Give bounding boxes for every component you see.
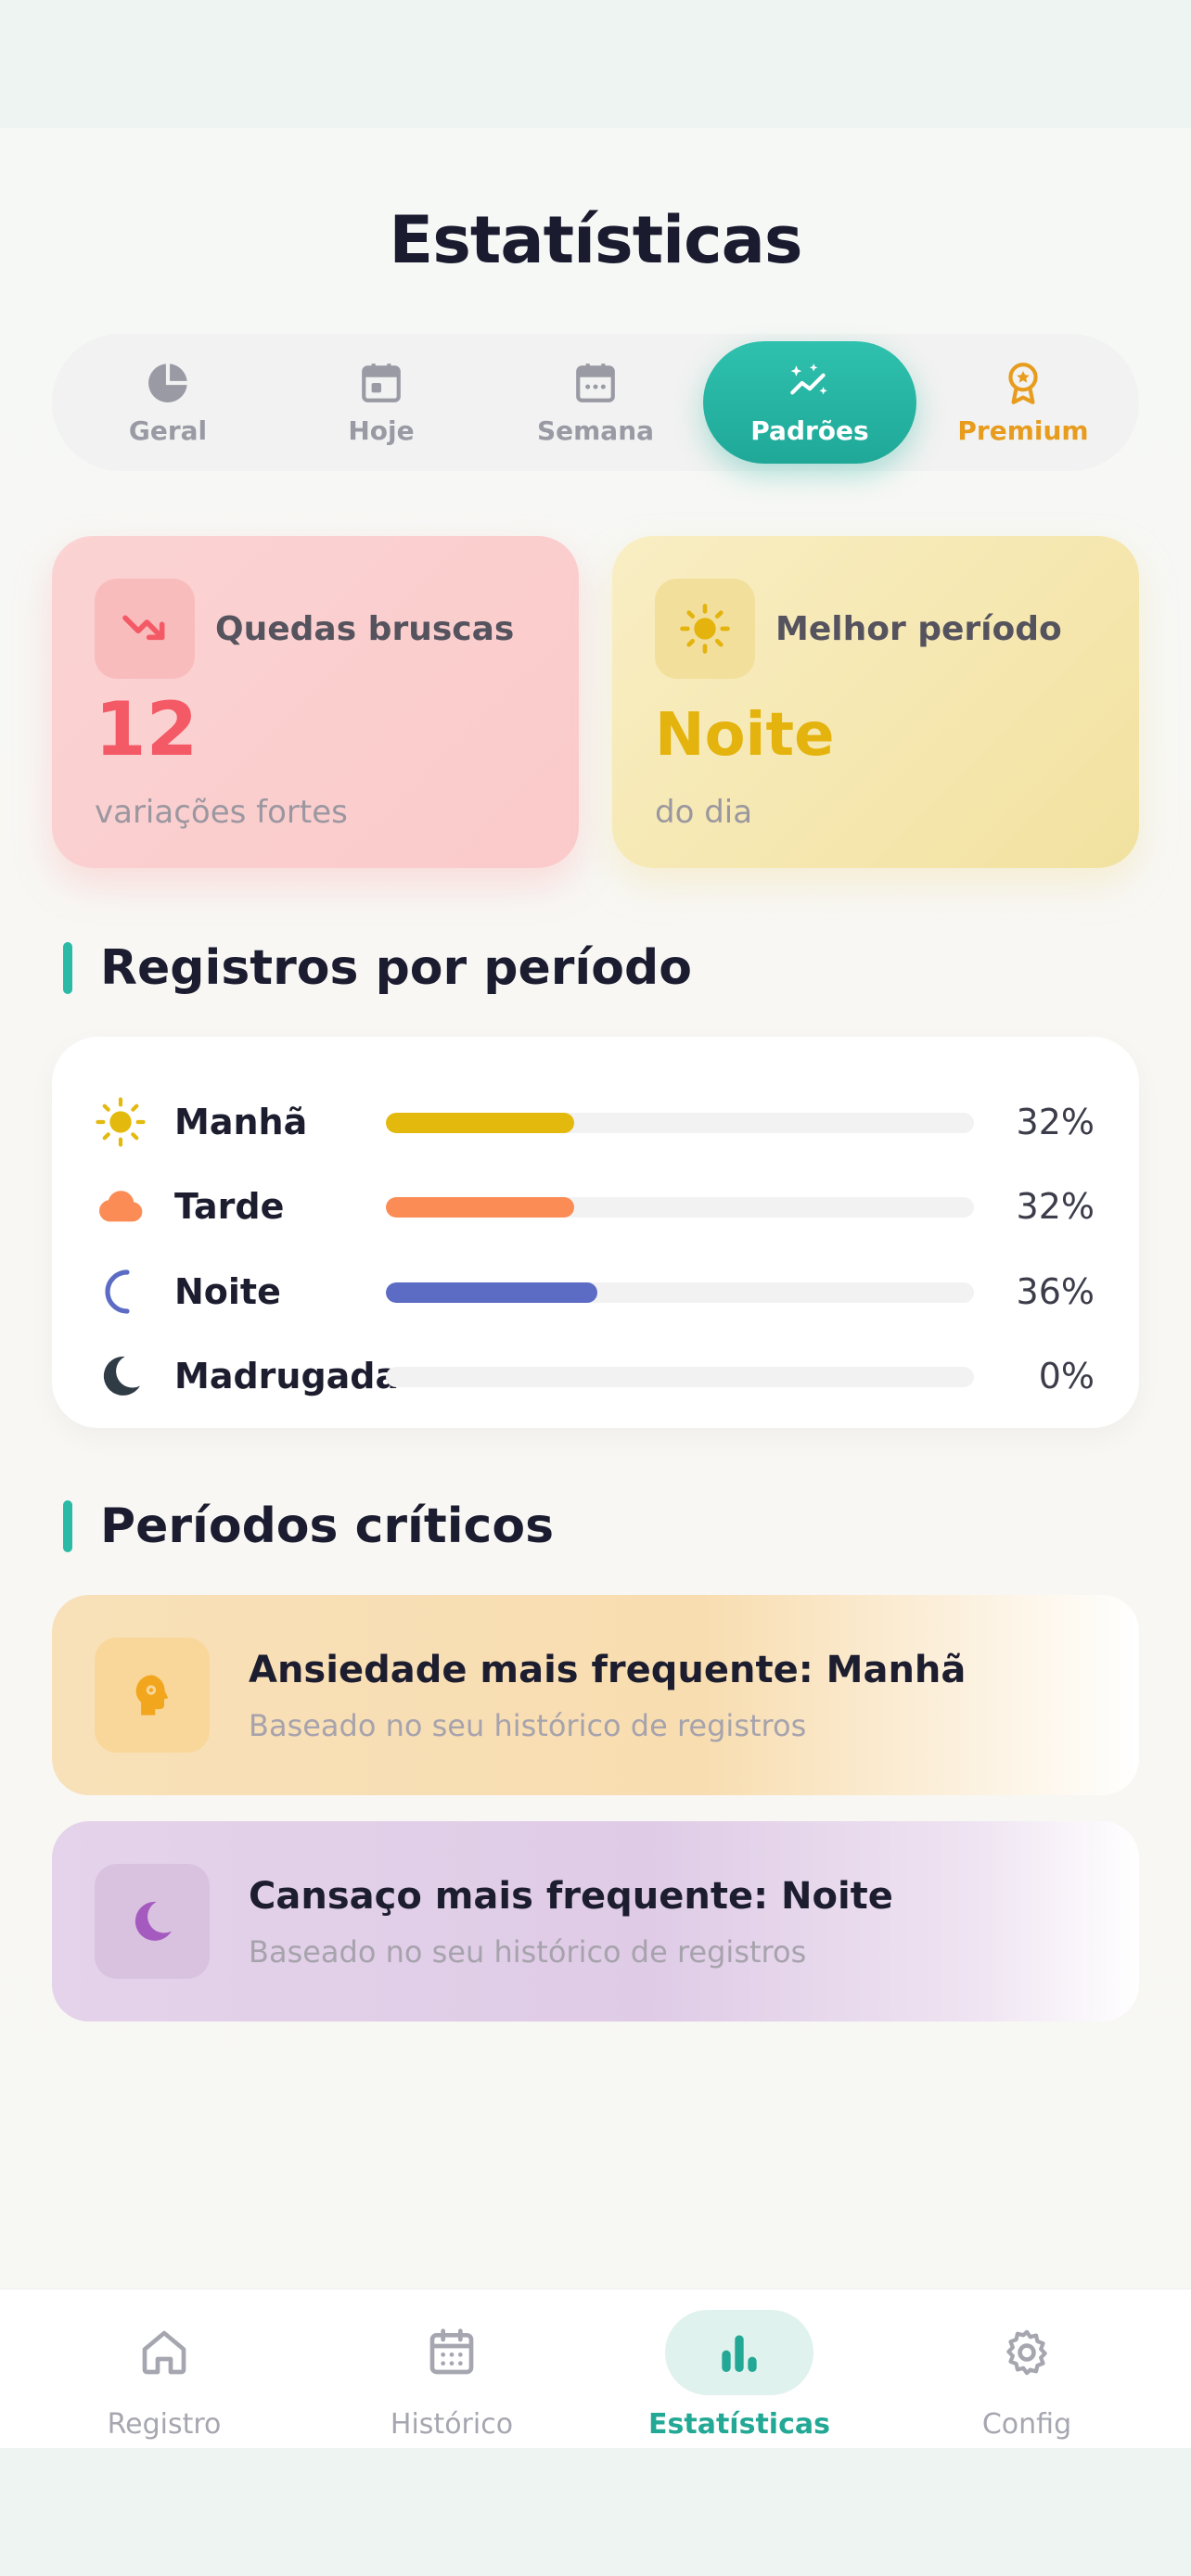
nav-historico[interactable]: Histórico: [303, 2289, 600, 2448]
nav-icon-wrap: [378, 2310, 526, 2395]
nav-icon-wrap: [90, 2310, 238, 2395]
calendar-day-icon: [362, 363, 401, 402]
period-percent: 0%: [1038, 1356, 1095, 1396]
moon-icon: [134, 1901, 172, 1941]
period-bar-track: [386, 1197, 974, 1218]
sun-icon: [96, 1097, 146, 1147]
tab-geral[interactable]: Geral: [61, 334, 275, 471]
nav-label: Histórico: [390, 2408, 514, 2441]
period-name: Noite: [174, 1271, 281, 1312]
moon-outline-icon: [105, 1269, 130, 1314]
nav-label: Estatísticas: [648, 2408, 830, 2441]
sun-icon: [680, 604, 730, 654]
period-row-tarde: Tarde 32%: [52, 1169, 1139, 1243]
nav-estatisticas[interactable]: Estatísticas: [591, 2289, 888, 2448]
tab-hoje[interactable]: Hoje: [275, 334, 488, 471]
critical-item-tiredness[interactable]: Cansaço mais frequente: Noite Baseado no…: [52, 1821, 1139, 2021]
period-percent: 32%: [1016, 1186, 1095, 1227]
section-title-critical: Períodos críticos: [63, 1498, 554, 1554]
nav-icon-wrap: [665, 2310, 813, 2395]
trending-down-icon-box: [95, 579, 195, 679]
sparkle-chart-icon: [790, 363, 827, 394]
sudden-drops-card[interactable]: Quedas bruscas 12 variações fortes: [52, 536, 579, 868]
calendar-icon: [429, 2328, 474, 2375]
pie-chart-icon: [148, 363, 187, 402]
nav-label: Registro: [107, 2408, 222, 2441]
period-row-madrugada: Madrugada 0%: [52, 1339, 1139, 1413]
card-subtitle: do dia: [655, 794, 753, 831]
critical-subtitle: Baseado no seu histórico de registros: [249, 1934, 807, 1970]
card-subtitle: variações fortes: [95, 794, 348, 831]
moon-icon-box: [95, 1864, 210, 1979]
period-bar-fill: [386, 1197, 574, 1218]
bottom-nav: Registro Histórico: [0, 2289, 1191, 2448]
tab-label: Premium: [957, 414, 1089, 446]
period-bar-track: [386, 1282, 974, 1303]
tab-label: Geral: [128, 414, 208, 446]
card-value: Noite: [655, 701, 835, 770]
head-gear-icon-box: [95, 1638, 210, 1753]
home-icon: [142, 2330, 186, 2375]
sun-icon-box: [655, 579, 755, 679]
critical-item-anxiety[interactable]: Ansiedade mais frequente: Manhã Baseado …: [52, 1595, 1139, 1795]
card-label: Melhor período: [775, 610, 1062, 648]
calendar-week-icon: [576, 363, 615, 402]
page-title: Estatísticas: [389, 202, 802, 278]
nav-label: Config: [981, 2408, 1072, 2441]
period-name: Tarde: [174, 1186, 285, 1227]
period-bar-track: [386, 1113, 974, 1133]
card-label: Quedas bruscas: [215, 610, 515, 648]
trending-down-icon: [122, 615, 165, 641]
best-period-card[interactable]: Melhor período Noite do dia: [612, 536, 1139, 868]
tab-padroes[interactable]: Padrões: [703, 341, 916, 464]
screen: Estatísticas Geral Hoje: [0, 128, 1191, 2448]
period-bar-fill: [386, 1113, 574, 1133]
period-row-noite: Noite 36%: [52, 1255, 1139, 1329]
head-gear-icon: [135, 1675, 169, 1715]
nav-config[interactable]: Config: [878, 2289, 1175, 2448]
award-icon: [1008, 362, 1038, 404]
period-bar-track: [386, 1367, 974, 1387]
period-name: Manhã: [174, 1102, 308, 1142]
nav-icon-wrap: [953, 2310, 1101, 2395]
critical-subtitle: Baseado no seu histórico de registros: [249, 1708, 807, 1743]
tab-label: Padrões: [750, 414, 869, 446]
critical-title: Cansaço mais frequente: Noite: [249, 1875, 893, 1918]
stats-tab-bar: Geral Hoje Semana: [52, 334, 1139, 471]
nav-registro[interactable]: Registro: [16, 2289, 313, 2448]
section-title-periods: Registros por período: [63, 940, 692, 996]
tab-premium[interactable]: Premium: [916, 334, 1130, 471]
moon-filled-icon: [103, 1356, 140, 1396]
critical-title: Ansiedade mais frequente: Manhã: [249, 1649, 967, 1691]
tab-semana[interactable]: Semana: [489, 334, 702, 471]
cloud-icon: [99, 1191, 143, 1222]
period-bar-fill: [386, 1282, 598, 1303]
tab-label: Hoje: [348, 414, 415, 446]
tab-label: Semana: [536, 414, 655, 446]
period-name: Madrugada: [174, 1356, 400, 1396]
period-percent: 36%: [1016, 1271, 1095, 1312]
card-value: 12: [95, 686, 198, 772]
period-list: Manhã 32% Tarde 32% Noite 36% Madrugada: [52, 1037, 1139, 1428]
period-row-manha: Manhã 32%: [52, 1085, 1139, 1159]
bar-chart-icon: [722, 2335, 757, 2372]
period-percent: 32%: [1016, 1102, 1095, 1142]
gear-icon: [1006, 2329, 1047, 2376]
